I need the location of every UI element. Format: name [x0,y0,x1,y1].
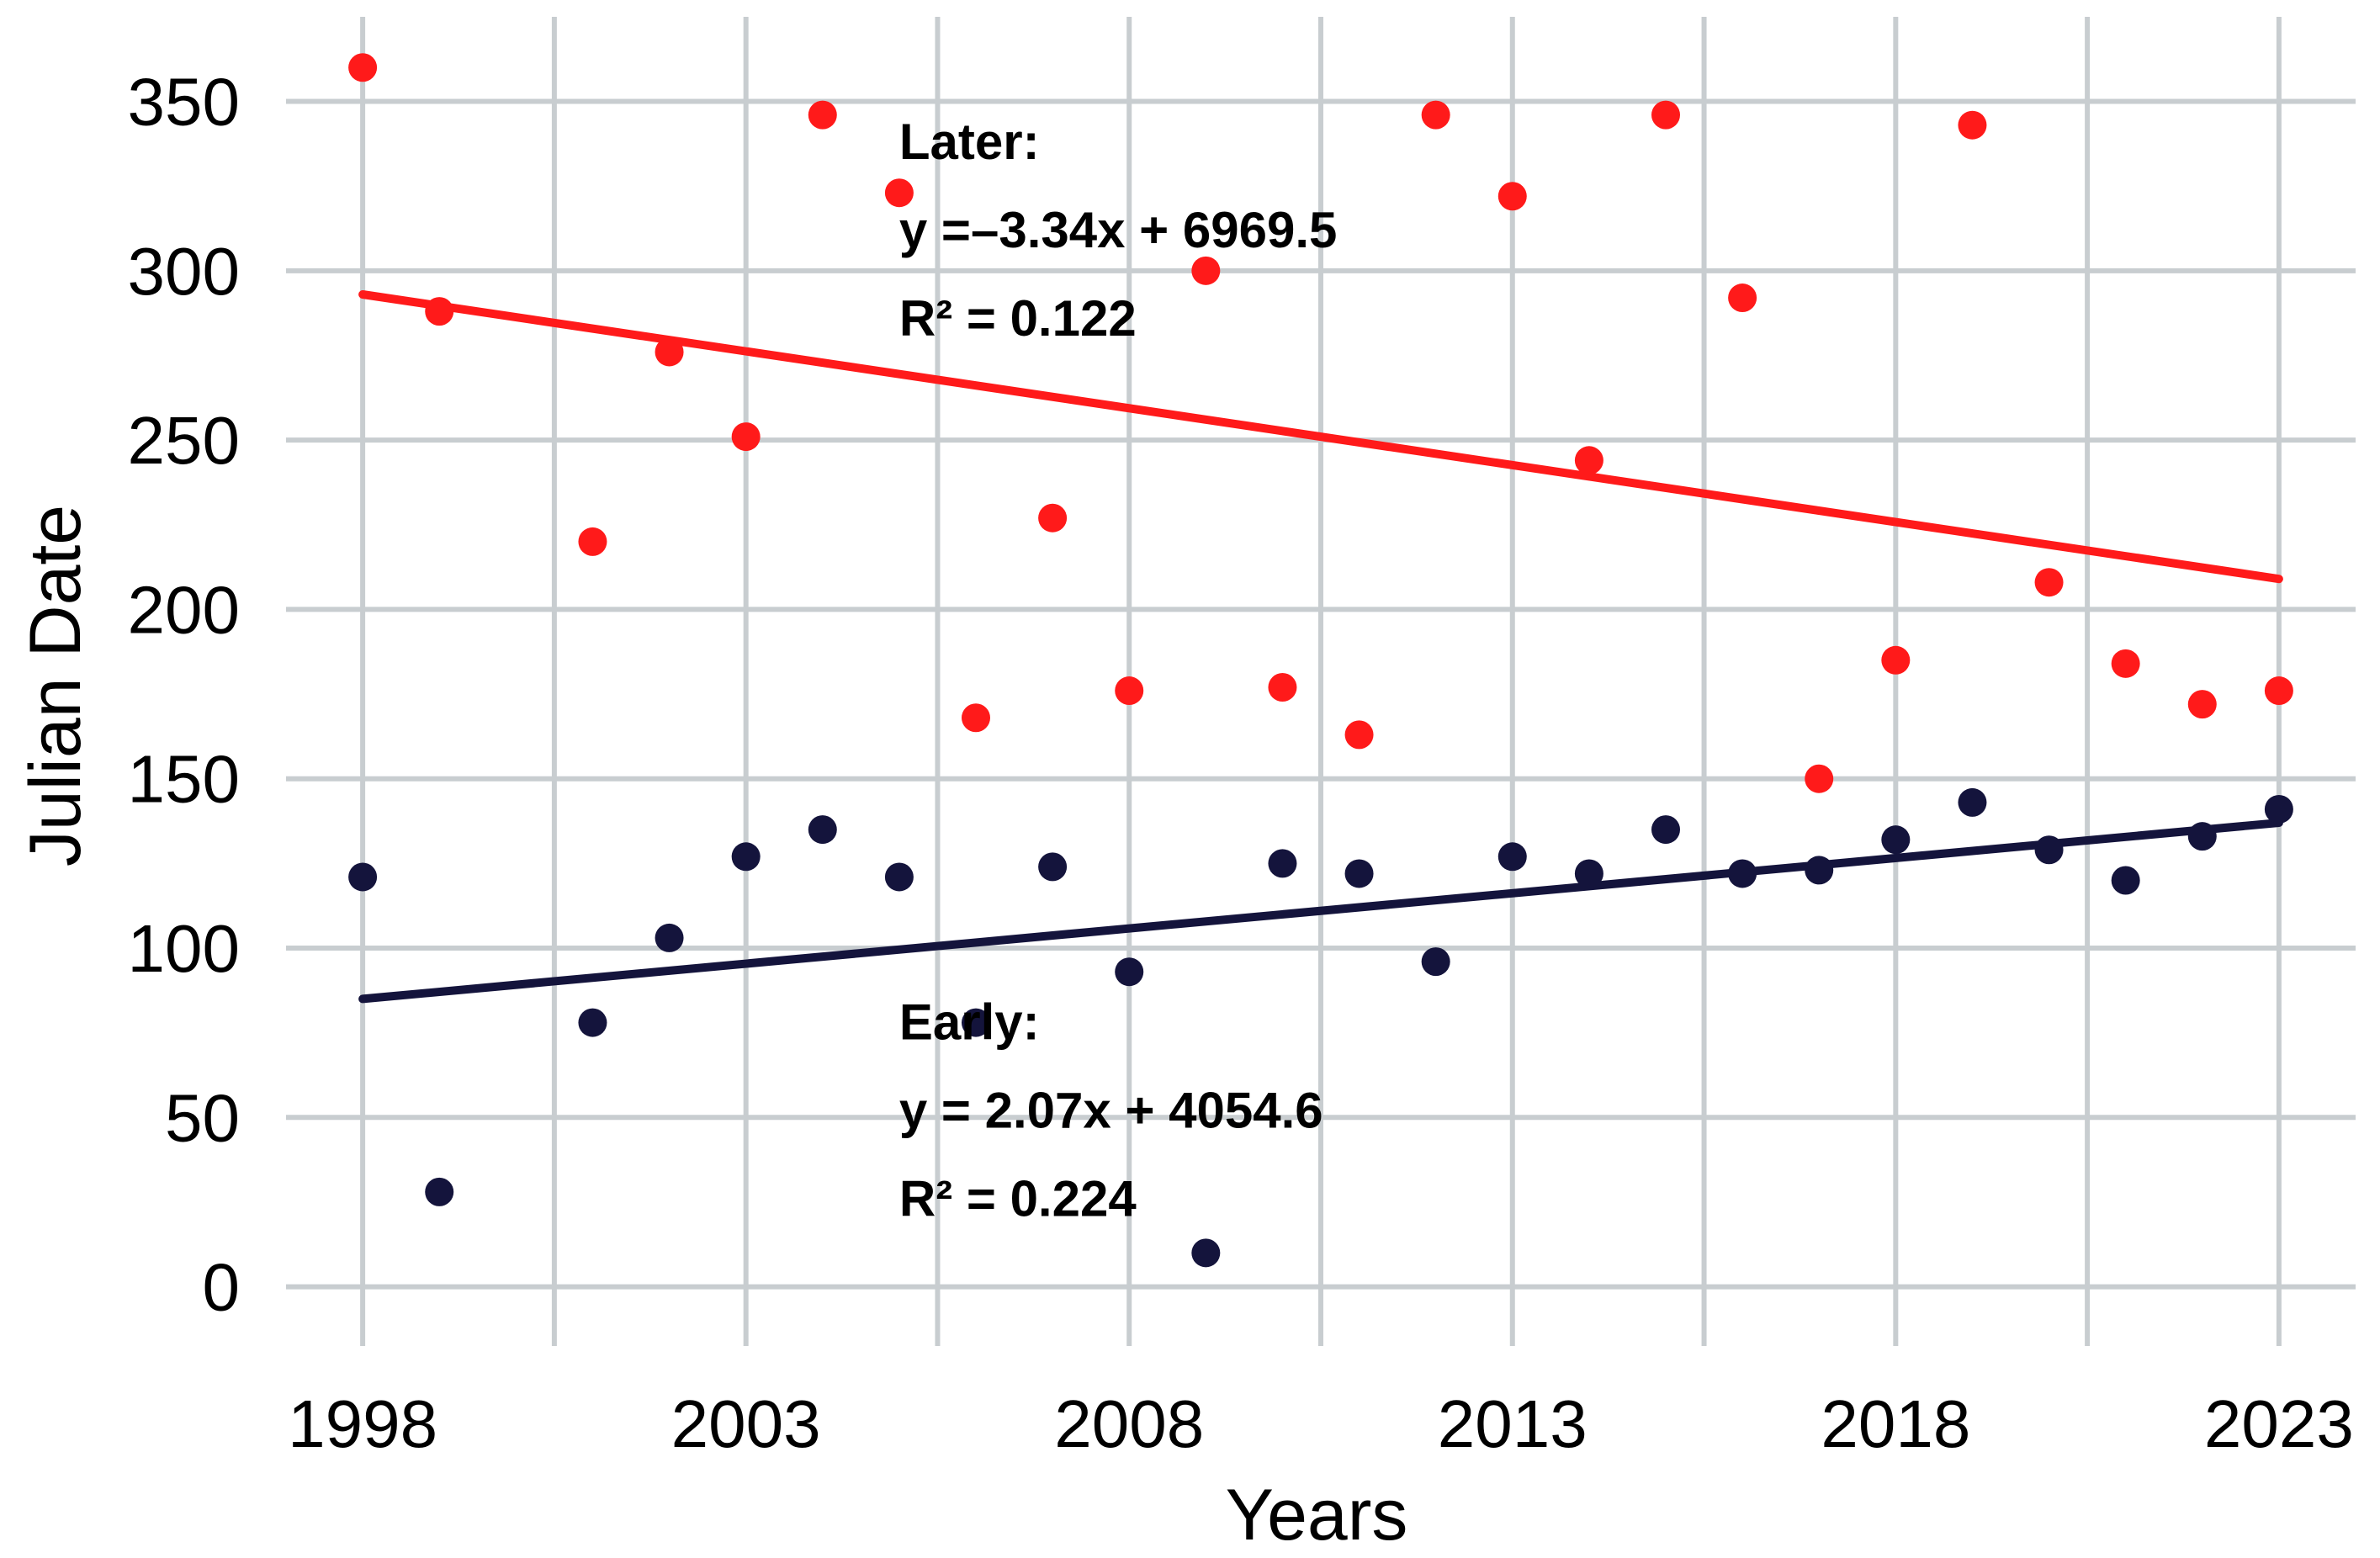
later-point [348,53,378,82]
y-tick-label: 100 [128,911,240,986]
later-point [1958,110,1987,140]
early-point [1344,859,1374,888]
later-point [1881,645,1911,675]
x-tick-label: 1998 [288,1386,437,1461]
early-point [348,862,378,892]
later-point [1191,256,1221,285]
x-tick-label: 2018 [1821,1386,1970,1461]
y-tick-label: 0 [203,1250,241,1325]
trendlines [358,290,2283,1004]
early-point [1038,852,1068,882]
later-point [2264,676,2293,706]
later-trendline [358,290,2283,584]
early-point [1497,842,1527,872]
early-point [1268,849,1297,878]
later-point [731,422,761,452]
later-point [962,703,990,733]
x-axis-ticks: 1998 2003 2008 2013 2018 2023 [288,1386,2354,1461]
early-point [1805,856,1834,885]
later-point [2111,649,2140,678]
y-tick-label: 250 [128,403,240,478]
later-point [1805,764,1834,793]
y-axis-title: Julian Date [15,505,96,866]
x-tick-label: 2013 [1438,1386,1588,1461]
later-point [808,100,837,130]
y-tick-label: 150 [128,742,240,817]
early-point [884,862,914,892]
early-point [2264,794,2293,824]
early-point [1728,859,1757,888]
early-point [425,1177,454,1206]
later-point [1115,676,1144,706]
early-annotation-line: R² = 0.224 [899,1171,1137,1227]
x-tick-label: 2008 [1054,1386,1204,1461]
early-point [655,923,684,952]
early-point [1651,815,1680,845]
later-point [1651,100,1680,130]
later-point [1268,673,1297,702]
later-point [1574,446,1603,475]
later-point [1421,100,1450,130]
early-point [578,1008,607,1037]
early-point [1191,1238,1221,1268]
y-tick-label: 50 [165,1080,240,1155]
later-point [2187,690,2217,719]
y-axis-ticks: 0 50 100 150 200 250 300 350 [128,65,240,1325]
data-points [348,53,2293,1268]
later-annotation-line: y =–3.34x + 6969.5 [899,202,1338,258]
early-point [1574,859,1603,888]
y-tick-label: 200 [128,572,240,647]
early-point [2111,866,2140,895]
y-tick-label: 300 [128,234,240,309]
early-point [1115,957,1144,987]
early-annotation-line: y = 2.07x + 4054.6 [899,1083,1323,1139]
later-annotation-line: Later: [899,114,1040,170]
early-point [2187,822,2217,851]
later-point [425,297,454,326]
annotations: Later: y =–3.34x + 6969.5 R² = 0.122 Early… [899,114,1338,1227]
later-point [1344,720,1374,750]
early-point [808,815,837,845]
x-tick-label: 2003 [671,1386,821,1461]
early-point [731,842,761,872]
later-point [655,337,684,367]
later-annotation-line: R² = 0.122 [899,290,1137,347]
later-point [1497,182,1527,211]
later-point [2034,568,2064,597]
early-point [1881,825,1911,855]
early-point [962,1008,990,1037]
x-axis-title: Years [1226,1475,1408,1555]
later-point [1728,284,1757,313]
early-point [1421,947,1450,977]
early-trendline [358,819,2283,1004]
later-point [578,527,607,556]
early-point [1958,787,1987,817]
x-tick-label: 2023 [2204,1386,2354,1461]
early-point [2034,835,2064,865]
later-point [884,178,914,208]
y-tick-label: 350 [128,65,240,140]
later-point [1038,503,1068,533]
early-annotation-line: Early: [899,994,1040,1051]
